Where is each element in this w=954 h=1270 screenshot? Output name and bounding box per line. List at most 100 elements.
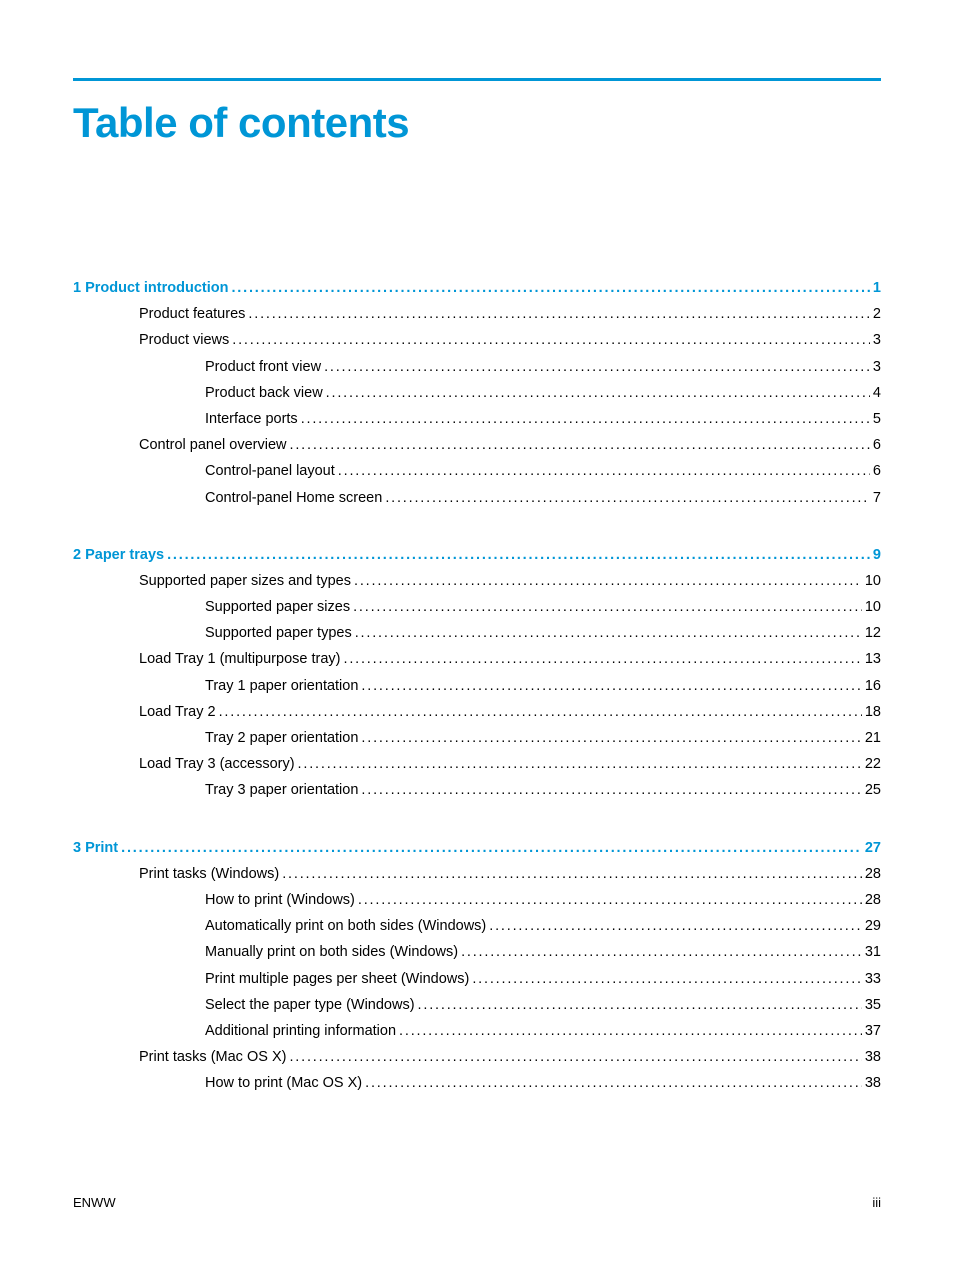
toc-entry-link[interactable]: Manually print on both sides (Windows) 3… [205, 941, 881, 964]
toc-page-number: 35 [865, 994, 881, 1017]
toc-page-number: 9 [873, 544, 881, 567]
toc-chapter-link[interactable]: 3 Print 27 [73, 837, 881, 860]
toc-leader [355, 622, 862, 645]
toc-entry-link[interactable]: Product front view 3 [205, 356, 881, 379]
toc-entry-link[interactable]: Load Tray 3 (accessory) 22 [139, 753, 881, 776]
toc-leader [121, 837, 862, 860]
toc-page-number: 28 [865, 863, 881, 886]
toc-entry-link[interactable]: Control panel overview 6 [139, 434, 881, 457]
toc-label: How to print (Windows) [205, 889, 355, 912]
toc-leader [298, 753, 862, 776]
toc-entry-link[interactable]: Supported paper sizes 10 [205, 596, 881, 619]
toc-entry-link[interactable]: How to print (Mac OS X) 38 [205, 1072, 881, 1095]
toc-page-number: 3 [873, 329, 881, 352]
toc-leader [489, 915, 862, 938]
toc-page-number: 38 [865, 1072, 881, 1095]
toc-page-number: 31 [865, 941, 881, 964]
toc-leader [472, 968, 862, 991]
toc-label: Interface ports [205, 408, 298, 431]
toc-entry-link[interactable]: How to print (Windows) 28 [205, 889, 881, 912]
toc-page-number: 2 [873, 303, 881, 326]
toc-label: Product features [139, 303, 245, 326]
toc-leader [461, 941, 862, 964]
toc-entry-link[interactable]: Additional printing information 37 [205, 1020, 881, 1043]
toc-label: Product back view [205, 382, 323, 405]
toc-leader [361, 675, 861, 698]
toc-leader [326, 382, 870, 405]
toc-label: Supported paper sizes and types [139, 570, 351, 593]
toc-label: Product front view [205, 356, 321, 379]
toc-entry-link[interactable]: Print tasks (Mac OS X) 38 [139, 1046, 881, 1069]
toc-label: How to print (Mac OS X) [205, 1072, 362, 1095]
toc-page-number: 18 [865, 701, 881, 724]
toc-leader [338, 460, 870, 483]
toc-entry-link[interactable]: Tray 2 paper orientation 21 [205, 727, 881, 750]
toc-page-number: 37 [865, 1020, 881, 1043]
toc-entry-link[interactable]: Print tasks (Windows) 28 [139, 863, 881, 886]
toc-entry-link[interactable]: Supported paper sizes and types 10 [139, 570, 881, 593]
toc-chapter-link[interactable]: 2 Paper trays 9 [73, 544, 881, 567]
toc-entry-link[interactable]: Supported paper types 12 [205, 622, 881, 645]
toc-entry-link[interactable]: Automatically print on both sides (Windo… [205, 915, 881, 938]
toc-chapter-link[interactable]: 1 Product introduction 1 [73, 277, 881, 300]
toc-page-number: 3 [873, 356, 881, 379]
toc-label: Load Tray 1 (multipurpose tray) [139, 648, 340, 671]
toc-page-number: 6 [873, 460, 881, 483]
toc-label: Control-panel layout [205, 460, 335, 483]
toc-page-number: 1 [873, 277, 881, 300]
toc-leader [354, 570, 862, 593]
toc-entry-link[interactable]: Tray 3 paper orientation 25 [205, 779, 881, 802]
toc-entry-link[interactable]: Product back view 4 [205, 382, 881, 405]
toc-page-number: 29 [865, 915, 881, 938]
toc-page-number: 13 [865, 648, 881, 671]
top-rule [73, 78, 881, 81]
toc-page-number: 6 [873, 434, 881, 457]
toc-leader [232, 329, 870, 352]
toc-label: Control-panel Home screen [205, 487, 382, 510]
toc-leader [365, 1072, 862, 1095]
toc-leader [301, 408, 870, 431]
toc-entry-link[interactable]: Control-panel Home screen 7 [205, 487, 881, 510]
toc-label: Tray 3 paper orientation [205, 779, 358, 802]
toc-leader [324, 356, 870, 379]
toc-leader [289, 1046, 861, 1069]
toc-page-number: 28 [865, 889, 881, 912]
toc-label: Tray 1 paper orientation [205, 675, 358, 698]
toc-leader [248, 303, 870, 326]
toc-page-number: 22 [865, 753, 881, 776]
toc-entry-link[interactable]: Product features 2 [139, 303, 881, 326]
toc-entry-link[interactable]: Load Tray 2 18 [139, 701, 881, 724]
footer-right: iii [872, 1195, 881, 1210]
toc-page-number: 10 [865, 570, 881, 593]
toc-leader [353, 596, 862, 619]
toc-leader [361, 779, 861, 802]
toc-label: Load Tray 3 (accessory) [139, 753, 295, 776]
toc-leader [219, 701, 862, 724]
toc-entry-link[interactable]: Tray 1 paper orientation 16 [205, 675, 881, 698]
toc-leader [282, 863, 862, 886]
toc-entry-link[interactable]: Interface ports 5 [205, 408, 881, 431]
toc-leader [343, 648, 861, 671]
toc-entry-link[interactable]: Product views 3 [139, 329, 881, 352]
footer-left: ENWW [73, 1195, 116, 1210]
table-of-contents: 1 Product introduction 1 Product features… [73, 277, 881, 1095]
toc-leader [418, 994, 862, 1017]
page-title: Table of contents [73, 99, 881, 147]
toc-page-number: 16 [865, 675, 881, 698]
toc-label: Print multiple pages per sheet (Windows) [205, 968, 469, 991]
toc-entry-link[interactable]: Load Tray 1 (multipurpose tray) 13 [139, 648, 881, 671]
toc-page-number: 4 [873, 382, 881, 405]
toc-entry-link[interactable]: Select the paper type (Windows) 35 [205, 994, 881, 1017]
toc-entry-link[interactable]: Print multiple pages per sheet (Windows)… [205, 968, 881, 991]
toc-section: 1 Product introduction 1 Product features… [73, 277, 881, 510]
toc-page-number: 21 [865, 727, 881, 750]
toc-leader [290, 434, 870, 457]
toc-page-number: 10 [865, 596, 881, 619]
toc-entry-link[interactable]: Control-panel layout 6 [205, 460, 881, 483]
toc-label: Supported paper types [205, 622, 352, 645]
toc-page-number: 25 [865, 779, 881, 802]
toc-label: Load Tray 2 [139, 701, 216, 724]
toc-label: Automatically print on both sides (Windo… [205, 915, 486, 938]
toc-label: 3 Print [73, 837, 118, 860]
toc-leader [385, 487, 870, 510]
